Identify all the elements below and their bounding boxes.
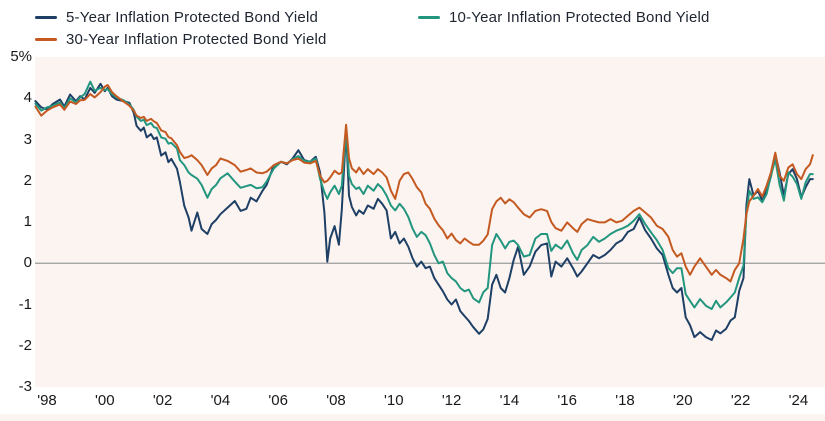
x-tick-label: '98 xyxy=(37,392,57,409)
y-tick-label: 1 xyxy=(23,213,32,230)
x-tick-label: '12 xyxy=(441,392,462,409)
y-tick-label: -2 xyxy=(18,336,32,354)
y-tick-label: -1 xyxy=(18,295,32,313)
x-tick-label: '24 xyxy=(788,392,809,409)
x-tick-label: '04 xyxy=(210,392,231,409)
x-tick-label: '16 xyxy=(557,392,577,409)
x-tick-label: '10 xyxy=(384,392,404,409)
y-tick-label: -3 xyxy=(18,378,32,395)
y-tick-label: 4 xyxy=(23,89,32,107)
legend-item-10yr: 10-Year Inflation Protected Bond Yield xyxy=(418,6,710,28)
x-tick-label: '02 xyxy=(152,392,173,409)
legend-label-30yr: 30-Year Inflation Protected Bond Yield xyxy=(66,30,327,48)
y-tick-label: 0 xyxy=(23,254,32,272)
legend-item-30yr: 30-Year Inflation Protected Bond Yield xyxy=(35,28,327,50)
y-tick-label: 5% xyxy=(10,48,32,65)
10-year-inflation-protected-bond-yield-line xyxy=(34,80,814,310)
x-tick-label: '06 xyxy=(268,392,288,409)
y-tick-label: 2 xyxy=(23,171,32,189)
5yr-line-swatch-icon xyxy=(35,15,57,19)
30yr-line-swatch-icon xyxy=(35,37,57,41)
y-tick-label: 3 xyxy=(23,130,32,148)
x-tick-label: '20 xyxy=(673,392,693,409)
x-tick-label: '08 xyxy=(326,392,346,409)
x-tick-label: '00 xyxy=(95,392,115,409)
legend-label-10yr: 10-Year Inflation Protected Bond Yield xyxy=(449,8,710,26)
legend-label-5yr: 5-Year Inflation Protected Bond Yield xyxy=(66,8,319,26)
30-year-inflation-protected-bond-yield-line xyxy=(34,84,814,283)
bottom-strip xyxy=(0,414,825,421)
x-tick-label: '18 xyxy=(615,392,635,409)
legend-item-5yr: 5-Year Inflation Protected Bond Yield xyxy=(35,6,318,28)
5-year-inflation-protected-bond-yield-line xyxy=(34,82,814,341)
10yr-line-swatch-icon xyxy=(418,15,440,19)
x-tick-label: '14 xyxy=(499,392,520,409)
x-tick-label: '22 xyxy=(730,392,751,409)
